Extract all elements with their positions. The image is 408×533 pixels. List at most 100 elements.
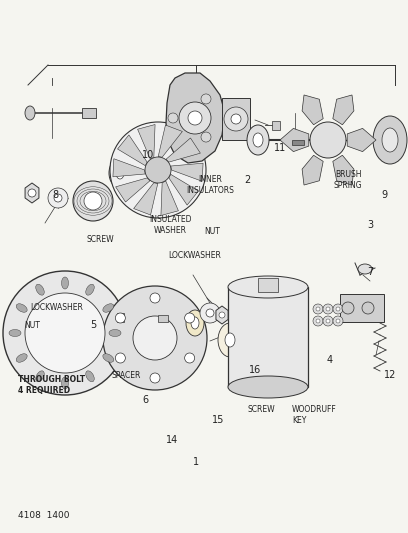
Text: WOODRUFF
KEY: WOODRUFF KEY	[292, 405, 337, 425]
Polygon shape	[347, 128, 376, 151]
Polygon shape	[166, 138, 200, 162]
Circle shape	[115, 313, 125, 323]
Circle shape	[326, 319, 330, 323]
Ellipse shape	[253, 133, 263, 147]
Circle shape	[54, 194, 62, 202]
Circle shape	[133, 316, 177, 360]
Circle shape	[313, 316, 323, 326]
Text: 7: 7	[367, 267, 373, 277]
Ellipse shape	[218, 323, 242, 357]
Circle shape	[73, 181, 113, 221]
Polygon shape	[158, 125, 182, 157]
Circle shape	[188, 111, 202, 125]
Text: LOCKWASHER: LOCKWASHER	[169, 251, 222, 260]
Ellipse shape	[228, 376, 308, 398]
Circle shape	[316, 307, 320, 311]
Polygon shape	[25, 183, 39, 203]
Circle shape	[201, 132, 211, 142]
Text: SPACER: SPACER	[112, 370, 142, 379]
Text: LOCKWASHER: LOCKWASHER	[30, 303, 83, 312]
Circle shape	[103, 286, 207, 390]
Bar	[117, 313, 124, 322]
Polygon shape	[333, 95, 354, 125]
Circle shape	[185, 353, 195, 363]
Text: BRUSH
SPRING: BRUSH SPRING	[334, 171, 362, 190]
Text: INNER
INSULATORS: INNER INSULATORS	[186, 175, 234, 195]
Ellipse shape	[36, 371, 44, 382]
Ellipse shape	[86, 371, 94, 382]
Bar	[272, 121, 280, 130]
Ellipse shape	[191, 317, 199, 329]
Circle shape	[185, 313, 195, 323]
Ellipse shape	[247, 125, 269, 155]
Circle shape	[200, 303, 220, 323]
Ellipse shape	[186, 310, 204, 336]
Circle shape	[342, 302, 354, 314]
Ellipse shape	[9, 329, 21, 336]
Circle shape	[219, 312, 225, 318]
Circle shape	[168, 113, 178, 123]
Text: 6: 6	[142, 395, 148, 405]
Text: NUT: NUT	[24, 320, 40, 329]
Ellipse shape	[62, 377, 69, 389]
Text: THROUGH BOLT
4 REQUIRED: THROUGH BOLT 4 REQUIRED	[18, 375, 85, 395]
Circle shape	[316, 319, 320, 323]
Circle shape	[206, 309, 214, 317]
Bar	[340, 294, 384, 322]
Text: 5: 5	[90, 320, 96, 330]
Polygon shape	[216, 306, 228, 324]
Text: 4: 4	[327, 355, 333, 365]
Circle shape	[224, 107, 248, 131]
Bar	[258, 278, 278, 292]
Ellipse shape	[16, 304, 27, 312]
Circle shape	[150, 293, 160, 303]
Ellipse shape	[116, 167, 124, 179]
Circle shape	[323, 316, 333, 326]
Circle shape	[326, 307, 330, 311]
Circle shape	[179, 102, 211, 134]
Polygon shape	[118, 135, 147, 166]
Ellipse shape	[103, 354, 114, 362]
Ellipse shape	[373, 116, 407, 164]
Circle shape	[323, 304, 333, 314]
Ellipse shape	[382, 128, 398, 152]
Ellipse shape	[358, 264, 372, 274]
Text: 3: 3	[367, 220, 373, 230]
Circle shape	[110, 122, 206, 218]
Ellipse shape	[25, 106, 35, 120]
Ellipse shape	[225, 333, 235, 347]
Polygon shape	[161, 181, 178, 215]
Text: 4108  1400: 4108 1400	[18, 511, 69, 520]
Text: 2: 2	[244, 175, 250, 185]
Ellipse shape	[103, 304, 114, 312]
Ellipse shape	[109, 329, 121, 336]
Circle shape	[25, 293, 105, 373]
Ellipse shape	[62, 277, 69, 289]
Text: 10: 10	[142, 150, 154, 160]
Bar	[158, 315, 168, 322]
Circle shape	[336, 307, 340, 311]
Circle shape	[28, 189, 36, 197]
Bar	[292, 140, 304, 145]
Text: 16: 16	[249, 365, 261, 375]
Text: 12: 12	[384, 370, 396, 380]
Circle shape	[333, 316, 343, 326]
Circle shape	[201, 94, 211, 104]
Text: 1: 1	[193, 457, 199, 467]
Ellipse shape	[86, 284, 94, 295]
Bar	[82, 108, 96, 118]
Circle shape	[150, 373, 160, 383]
Ellipse shape	[36, 284, 44, 295]
Text: 11: 11	[274, 143, 286, 153]
Circle shape	[310, 122, 346, 158]
Circle shape	[313, 304, 323, 314]
Circle shape	[145, 157, 171, 183]
Polygon shape	[113, 159, 145, 177]
Text: SCREW: SCREW	[86, 236, 114, 245]
Polygon shape	[115, 178, 150, 202]
Bar	[228, 287, 308, 387]
Polygon shape	[171, 163, 203, 181]
Polygon shape	[166, 73, 225, 163]
Ellipse shape	[228, 276, 308, 298]
Text: 14: 14	[166, 435, 178, 445]
